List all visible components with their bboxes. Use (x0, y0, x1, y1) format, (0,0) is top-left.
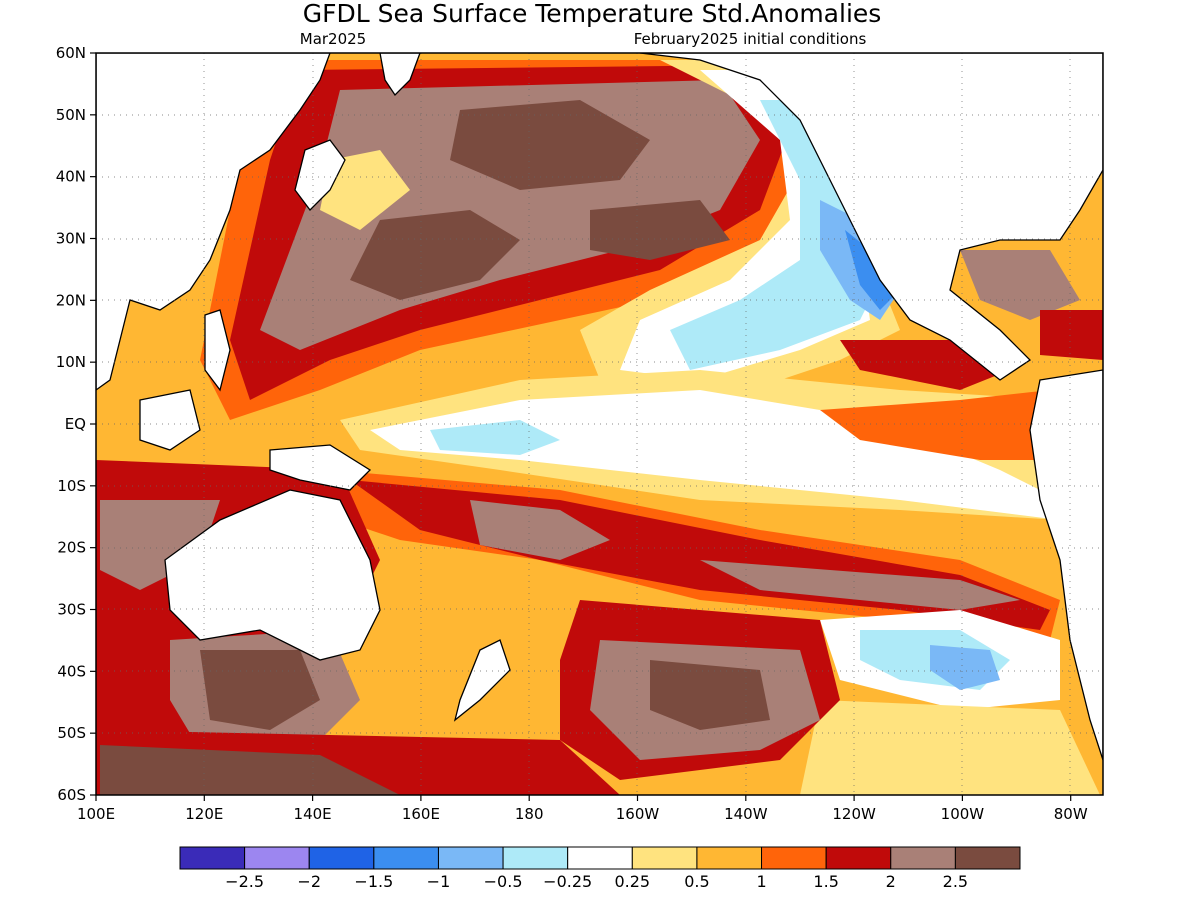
land-japan (294, 139, 346, 211)
map-title: GFDL Sea Surface Temperature Std.Anomali… (303, 0, 882, 28)
lat-tick-label: 60S (57, 786, 86, 804)
colorbar-label: 0.25 (614, 872, 650, 891)
colorbar-swatch (308, 846, 375, 870)
lon-tick-label: 100E (77, 805, 115, 823)
colorbar-label: 1.5 (813, 872, 838, 891)
colorbar-swatch (179, 846, 246, 870)
anomaly-south-bottom-brown (100, 745, 400, 795)
anomaly-caribbean-red (1040, 310, 1103, 360)
anomaly-equator-white (370, 390, 1060, 520)
colorbar-swatch (437, 846, 504, 870)
anomaly-ne-darkblue (845, 230, 895, 310)
land-north-america (639, 53, 1103, 381)
colorbar-label: −0.25 (543, 872, 592, 891)
colorbar-label: −1.5 (354, 872, 393, 891)
lon-tick-label: 120E (185, 805, 223, 823)
lat-tick-label: 50S (57, 724, 86, 742)
colorbar-swatch (631, 846, 698, 870)
lat-tick-label: 30S (57, 601, 86, 619)
colorbar-swatch (825, 846, 892, 870)
colorbar-swatch (567, 846, 633, 870)
land-borneo (139, 389, 201, 451)
lat-tick-label: 20S (57, 539, 86, 557)
map-plot-area (96, 53, 1103, 795)
anomaly-se-blue (930, 645, 1000, 690)
lat-tick-label: 10S (57, 477, 86, 495)
anomaly-north-darkbrown-2 (350, 210, 520, 300)
colorbar-swatch (244, 846, 310, 870)
colorbar-label: 2 (886, 872, 896, 891)
land-philippines (204, 309, 231, 392)
lon-tick-label: 140W (724, 805, 768, 823)
anomaly-south-brown-2 (700, 560, 1020, 610)
anomaly-north-darkbrown-1 (450, 100, 650, 190)
lat-tick-label: 60N (56, 44, 86, 62)
anomaly-se-pale (800, 700, 1100, 795)
colorbar-label: −2.5 (225, 872, 264, 891)
land-new-zealand (453, 639, 511, 722)
land-new-guinea (269, 444, 372, 491)
lat-tick-label: 10N (56, 353, 86, 371)
anomaly-equator-orange (820, 390, 1060, 460)
lon-tick-label: 160E (402, 805, 440, 823)
land-masses (96, 53, 1103, 761)
anomaly-south-brown (470, 500, 610, 560)
anomaly-equator-lightblue (430, 420, 560, 455)
latitude-axis: 60N 50N 40N 30N 20N 10N EQ 10S 20S 30S 40S 50S 60S (56, 44, 96, 804)
colorbar-swatch (954, 846, 1021, 870)
land-south-america (1029, 369, 1103, 761)
lon-tick-label: 140E (294, 805, 332, 823)
lat-tick-label: 40N (56, 168, 86, 186)
lon-tick-label: 120W (832, 805, 876, 823)
colorbar-label: −2 (297, 872, 321, 891)
grid-lines (96, 53, 1103, 795)
colorbar-swatch (696, 846, 763, 870)
map-subtitle-right: February2025 initial conditions (634, 30, 867, 48)
lat-tick-label: 50N (56, 106, 86, 124)
colorbar-label: 1 (756, 872, 766, 891)
colorbar: −2.5 −2 −1.5 −1 −0.5 −0.25 0.25 0.5 1 1.5 2 2.5 (179, 846, 1021, 891)
colorbar-label: 2.5 (943, 872, 968, 891)
anomaly-south-darkbrown-5 (650, 660, 770, 730)
colorbar-label: 0.5 (684, 872, 709, 891)
anomaly-south-west-brown (100, 500, 220, 590)
lat-tick-label: 30N (56, 230, 86, 248)
longitude-axis: 100E 120E 140E 160E 180 160W 140W 120W 100W 80W (77, 795, 1088, 823)
anomaly-north-yellow (320, 150, 410, 230)
colorbar-label: −0.5 (484, 872, 523, 891)
colorbar-swatch (761, 846, 827, 870)
lon-tick-label: 160W (616, 805, 660, 823)
anomaly-ne-lightblue (670, 100, 880, 370)
lat-tick-label: EQ (65, 415, 86, 433)
colorbar-swatch (890, 846, 956, 870)
anomaly-gulf-brown (960, 250, 1080, 320)
lat-tick-label: 20N (56, 291, 86, 309)
map-subtitle-left: Mar2025 (300, 30, 366, 48)
land-kamchatka (379, 53, 421, 97)
lon-tick-label: 100W (941, 805, 985, 823)
colorbar-label: −1 (427, 872, 451, 891)
colorbar-swatch (373, 846, 439, 870)
colorbar-swatch (502, 846, 569, 870)
lat-tick-label: 40S (57, 662, 86, 680)
anomaly-north-darkbrown-3 (590, 200, 730, 260)
lon-tick-label: 80W (1054, 805, 1088, 823)
anomaly-south-darkbrown-4 (200, 650, 320, 730)
land-australia (164, 489, 381, 661)
lon-tick-label: 180 (515, 805, 544, 823)
